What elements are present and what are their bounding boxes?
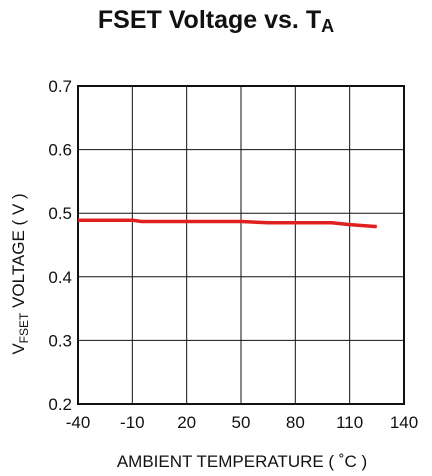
- y-tick-label: 0.3: [48, 331, 72, 350]
- x-tick-label: -40: [66, 413, 91, 432]
- x-tick-label: 140: [390, 413, 418, 432]
- chart-title: FSET Voltage vs. TA: [97, 6, 335, 36]
- y-tick-label: 0.5: [48, 204, 72, 223]
- plot-frame: [77, 85, 405, 405]
- x-tick-label: 50: [232, 413, 251, 432]
- x-tick-label: -10: [120, 413, 145, 432]
- y-tick-label: 0.4: [48, 268, 72, 287]
- x-tick-label: 20: [177, 413, 196, 432]
- x-axis-label: AMBIENT TEMPERATURE ( ˚C ): [116, 452, 368, 471]
- x-tick-label: 80: [286, 413, 305, 432]
- y-tick-label: 0.6: [48, 141, 72, 160]
- y-tick-label: 0.7: [48, 77, 72, 96]
- data-series-line: [78, 218, 377, 229]
- y-tick-label: 0.2: [48, 395, 72, 414]
- x-tick-label: 110: [336, 413, 363, 432]
